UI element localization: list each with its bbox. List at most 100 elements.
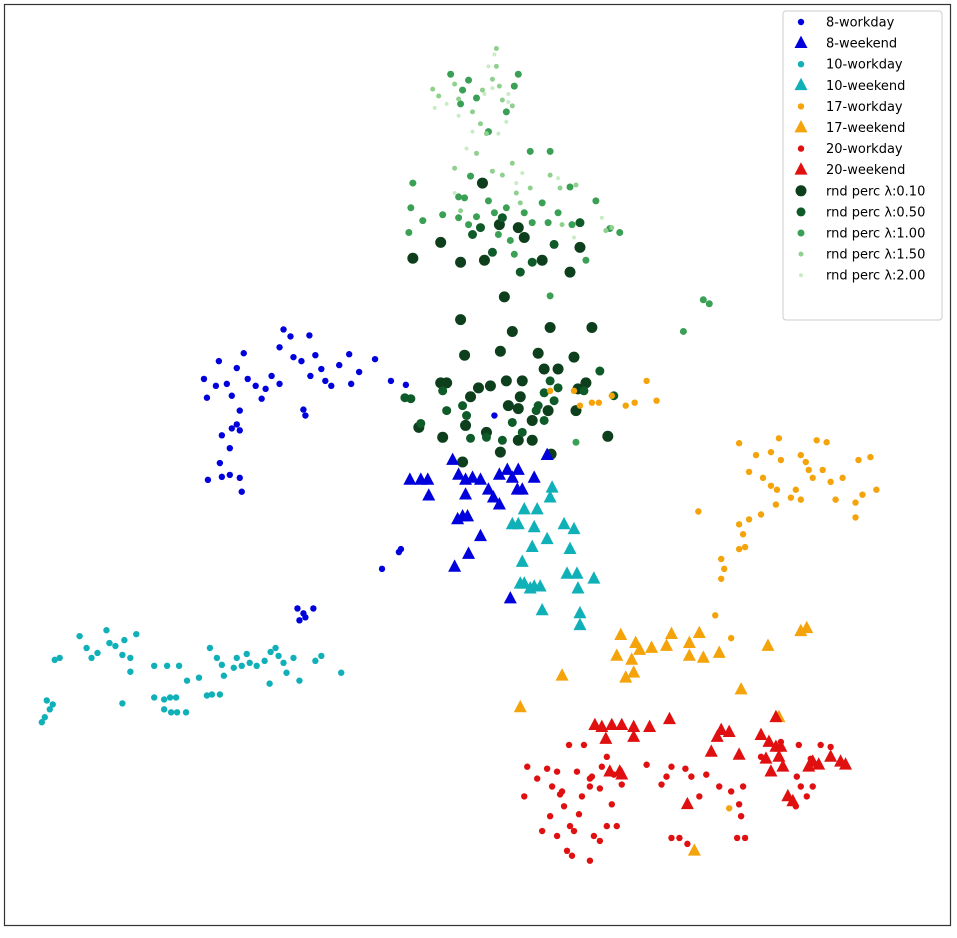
data-point xyxy=(552,363,564,375)
data-point xyxy=(268,372,275,380)
data-point xyxy=(712,612,719,619)
data-point xyxy=(502,204,510,212)
data-point xyxy=(521,793,528,800)
data-point xyxy=(466,470,480,483)
data-point xyxy=(455,314,467,326)
legend-marker xyxy=(794,162,808,175)
data-point xyxy=(793,773,801,780)
data-point xyxy=(608,392,615,399)
data-point xyxy=(668,763,675,770)
data-point xyxy=(218,432,226,439)
data-point xyxy=(464,146,469,151)
data-point xyxy=(457,100,465,108)
data-point xyxy=(795,741,802,749)
data-point xyxy=(106,639,113,647)
data-point xyxy=(735,545,743,553)
data-point xyxy=(203,692,211,699)
data-point xyxy=(175,662,183,670)
data-point xyxy=(407,204,415,212)
data-point xyxy=(578,793,586,800)
legend-label: 8-weekend xyxy=(826,37,897,52)
data-point xyxy=(387,377,395,385)
data-point xyxy=(338,669,345,676)
data-point xyxy=(494,446,506,458)
data-point xyxy=(759,751,773,764)
data-point xyxy=(739,531,747,538)
legend-marker xyxy=(799,273,803,278)
data-point xyxy=(328,382,335,390)
data-point xyxy=(539,388,549,398)
data-point xyxy=(527,257,537,267)
data-point xyxy=(403,472,417,485)
data-point xyxy=(470,129,475,134)
data-point xyxy=(587,571,601,584)
data-point xyxy=(173,709,181,716)
data-point xyxy=(163,662,171,670)
data-point xyxy=(712,645,726,658)
data-point xyxy=(528,219,536,227)
data-point xyxy=(570,387,578,395)
data-point xyxy=(596,837,604,845)
data-point xyxy=(513,190,519,196)
data-point xyxy=(226,471,234,479)
data-point xyxy=(482,92,487,97)
data-point xyxy=(236,474,243,482)
data-point xyxy=(668,834,675,842)
data-point xyxy=(280,326,287,333)
data-point xyxy=(824,749,838,762)
data-point xyxy=(517,200,523,206)
data-point xyxy=(802,458,809,466)
data-point xyxy=(618,781,625,788)
data-point xyxy=(586,775,594,782)
data-point xyxy=(752,451,760,459)
data-point xyxy=(727,788,735,795)
data-point xyxy=(558,788,566,795)
data-point xyxy=(513,699,527,713)
data-point xyxy=(566,822,574,830)
data-point xyxy=(553,383,563,393)
legend-label: rnd perc λ:0.10 xyxy=(826,184,925,199)
data-point xyxy=(233,364,240,372)
data-point xyxy=(103,627,110,634)
data-point xyxy=(797,496,804,503)
data-point xyxy=(544,219,552,227)
data-point xyxy=(49,701,56,708)
data-point xyxy=(722,724,736,737)
data-point xyxy=(599,731,613,744)
data-point xyxy=(465,76,473,84)
data-point xyxy=(588,399,596,406)
data-point xyxy=(462,546,476,559)
data-point xyxy=(839,474,846,482)
data-point xyxy=(492,497,506,510)
data-point xyxy=(555,668,569,681)
data-point xyxy=(545,480,559,493)
data-point xyxy=(619,670,633,683)
data-point xyxy=(718,575,725,582)
data-point xyxy=(812,757,826,770)
data-point xyxy=(682,765,689,772)
data-point xyxy=(776,759,790,772)
data-point xyxy=(560,803,568,810)
data-point xyxy=(809,474,816,482)
data-point xyxy=(797,783,804,790)
data-point xyxy=(660,638,673,651)
data-point xyxy=(532,347,544,359)
data-point xyxy=(548,783,556,790)
data-point xyxy=(542,405,554,417)
data-point xyxy=(714,722,728,735)
data-point xyxy=(539,415,549,425)
data-point xyxy=(514,70,522,78)
data-point xyxy=(435,377,447,389)
data-point xyxy=(595,366,605,376)
data-point xyxy=(518,231,530,243)
data-point xyxy=(769,709,783,723)
legend-label: 20-weekend xyxy=(826,163,905,178)
data-point xyxy=(160,696,168,703)
data-point xyxy=(127,654,134,662)
data-point xyxy=(507,417,517,427)
legend-marker xyxy=(794,77,808,91)
data-point xyxy=(663,773,670,780)
data-point xyxy=(727,634,735,642)
series-0 xyxy=(200,326,498,624)
